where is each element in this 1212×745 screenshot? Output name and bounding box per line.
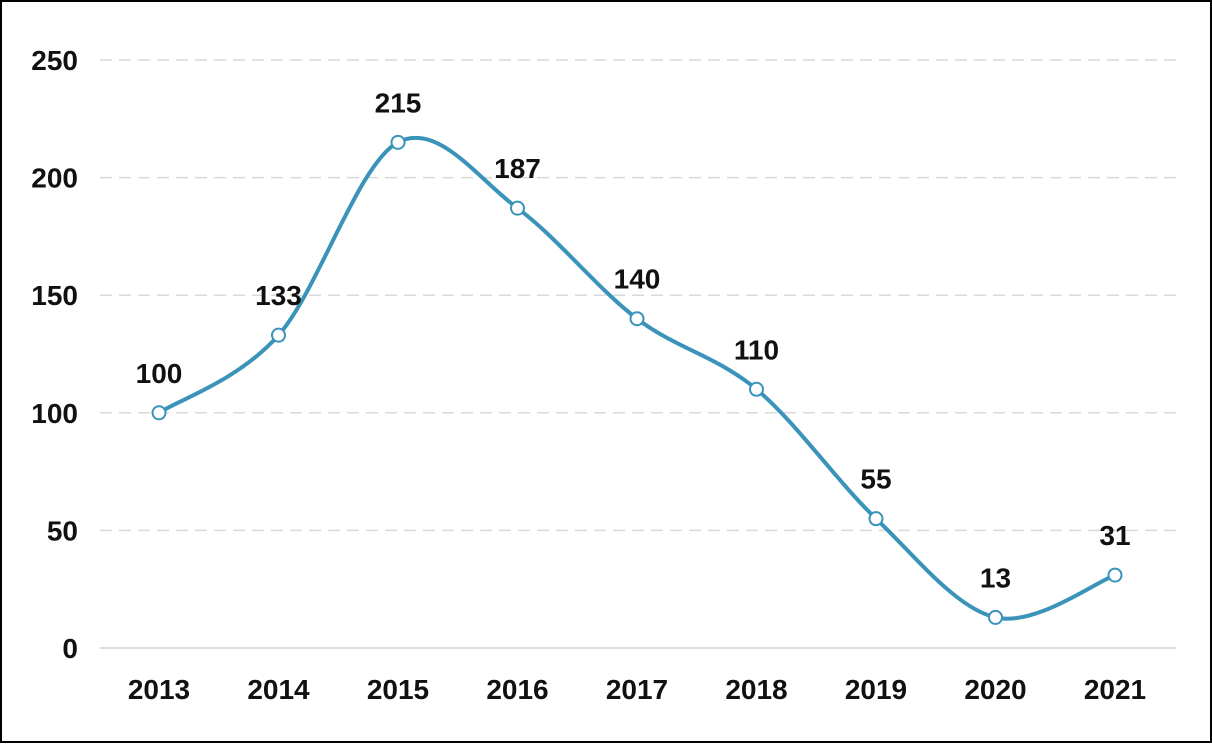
- y-tick-label: 200: [31, 163, 78, 194]
- data-label: 187: [494, 153, 541, 184]
- y-tick-label: 150: [31, 280, 78, 311]
- data-point: [1107, 567, 1123, 583]
- data-label: 140: [614, 264, 661, 295]
- gridlines: [100, 59, 1176, 649]
- data-point: [390, 134, 406, 150]
- data-point: [151, 405, 167, 421]
- data-label: 215: [375, 87, 422, 118]
- data-point: [271, 327, 286, 343]
- y-axis-ticks: 0 50 100 150 200 250: [31, 45, 78, 664]
- data-label: 100: [136, 358, 183, 389]
- series-line-path: [157, 135, 1117, 621]
- y-tick-label: 250: [31, 45, 78, 76]
- data-point: [868, 511, 884, 527]
- x-tick-label: 2014: [247, 674, 310, 705]
- data-point: [988, 609, 1003, 625]
- y-tick-label: 0: [62, 633, 78, 664]
- x-tick-label: 2017: [606, 674, 668, 705]
- x-tick-label: 2021: [1084, 674, 1146, 705]
- x-tick-label: 2018: [725, 674, 787, 705]
- x-tick-label: 2015: [367, 674, 429, 705]
- data-label: 31: [1099, 520, 1130, 551]
- data-label: 110: [734, 334, 779, 365]
- data-point: [629, 311, 645, 327]
- x-tick-label: 2013: [128, 674, 190, 705]
- data-point: [749, 381, 764, 397]
- data-label: 133: [255, 280, 302, 311]
- x-axis-ticks: 2013 2014 2015 2016 2017 2018 2019 2020 2021: [128, 674, 1146, 705]
- x-tick-label: 2016: [486, 674, 548, 705]
- data-point: [510, 200, 525, 216]
- y-tick-label: 50: [47, 515, 78, 546]
- series-line: [157, 135, 1117, 621]
- data-label: 13: [980, 562, 1011, 593]
- x-tick-label: 2019: [845, 674, 907, 705]
- data-labels: 100 133 215 187 140 110 55 13 31: [136, 87, 1131, 593]
- y-tick-label: 100: [31, 398, 78, 429]
- x-tick-label: 2020: [964, 674, 1026, 705]
- data-label: 55: [860, 464, 891, 495]
- series-points: [151, 134, 1123, 625]
